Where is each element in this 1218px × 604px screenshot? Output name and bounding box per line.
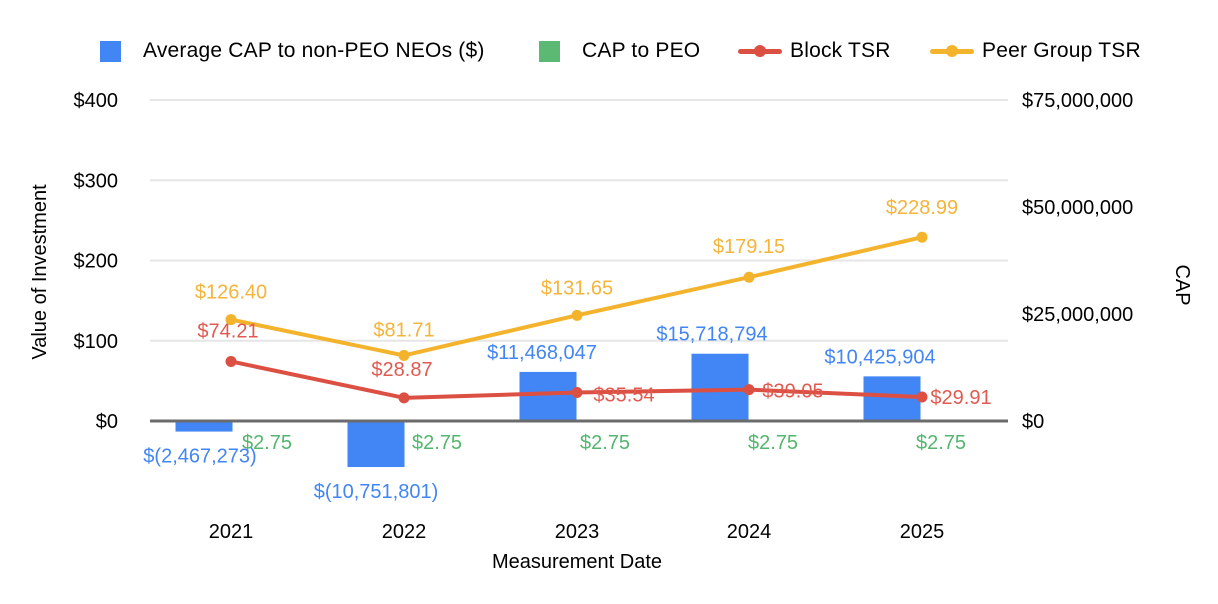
bar-2025[interactable] (863, 376, 921, 421)
data-label-cap-peo-2021: $2.75 (242, 432, 292, 454)
point-2021-peer-group-tsr[interactable] (225, 314, 237, 326)
right-axis-title: CAP (1171, 264, 1193, 305)
legend-label: Block TSR (790, 39, 891, 62)
legend-swatch-red-line-icon (738, 45, 782, 57)
legend-item-block-tsr[interactable]: Block TSR (738, 39, 891, 62)
point-2022-block-tsr[interactable] (398, 392, 410, 404)
x-axis-title: Measurement Date (492, 551, 662, 573)
legend-item-peer-group-tsr[interactable]: Peer Group TSR (930, 39, 1141, 62)
point-2025-block-tsr[interactable] (916, 391, 928, 403)
legend-item-average-cap-non-peo-neos[interactable]: Average CAP to non-PEO NEOs ($) (100, 39, 485, 62)
legend-label: Average CAP to non-PEO NEOs ($) (143, 39, 485, 62)
data-label-block-tsr-2021: $74.21 (197, 320, 258, 342)
bar-2023[interactable] (519, 371, 577, 421)
legend-red-dot-icon (754, 45, 766, 57)
x-tick-2024: 2024 (727, 521, 772, 543)
data-label-cap-nonpeo-2025: $10,425,904 (824, 346, 935, 368)
data-label-cap-peo-2025: $2.75 (916, 432, 966, 454)
data-label-block-tsr-2025: $29.91 (930, 387, 991, 409)
data-label-cap-nonpeo-2022: $(10,751,801) (314, 481, 439, 503)
data-label-block-tsr-2024: $39.05 (762, 381, 823, 403)
point-2024-peer-group-tsr[interactable] (743, 271, 755, 283)
left-axis-tick: $400 (74, 90, 119, 112)
bar-2021[interactable] (175, 421, 233, 432)
chart-legend: Average CAP to non-PEO NEOs ($) CAP to P… (0, 0, 1218, 80)
right-axis-tick: $25,000,000 (1022, 304, 1133, 326)
x-tick-2025: 2025 (900, 521, 945, 543)
legend-item-cap-to-peo[interactable]: CAP to PEO (539, 39, 701, 62)
point-2023-peer-group-tsr[interactable] (571, 309, 583, 321)
bar-2024[interactable] (691, 353, 749, 421)
data-label-cap-peo-2023: $2.75 (580, 432, 630, 454)
legend-swatch-green-square (539, 40, 560, 62)
left-axis-tick: $100 (74, 331, 119, 353)
legend-swatch-yellow-line-icon (930, 45, 974, 57)
data-label-peer-tsr-2025: $228.99 (886, 197, 958, 219)
x-tick-2022: 2022 (382, 521, 427, 543)
legend-label: Peer Group TSR (982, 39, 1141, 62)
data-label-cap-nonpeo-2021: $(2,467,273) (143, 446, 256, 468)
data-label-cap-nonpeo-2024: $15,718,794 (656, 324, 767, 346)
right-axis-tick: $0 (1022, 411, 1044, 433)
point-2024-block-tsr[interactable] (743, 384, 755, 396)
left-axis-title: Value of Investment (29, 184, 51, 360)
left-axis-tick: $200 (74, 251, 119, 273)
data-label-peer-tsr-2021: $126.40 (195, 282, 267, 304)
legend-swatch-blue-square (100, 40, 121, 62)
legend-yellow-dot-icon (946, 45, 958, 57)
point-2025-peer-group-tsr[interactable] (916, 231, 928, 243)
data-label-peer-tsr-2024: $179.15 (713, 236, 785, 258)
data-label-block-tsr-2022: $28.87 (371, 359, 432, 381)
data-label-cap-peo-2022: $2.75 (412, 432, 462, 454)
right-axis-tick: $50,000,000 (1022, 197, 1133, 219)
data-label-peer-tsr-2023: $131.65 (541, 277, 613, 299)
left-axis-tick: $300 (74, 170, 119, 192)
x-tick-2023: 2023 (555, 521, 600, 543)
right-axis-tick: $75,000,000 (1022, 90, 1133, 112)
legend-label: CAP to PEO (582, 39, 701, 62)
left-axis-tick: $0 (96, 411, 118, 433)
point-2022-peer-group-tsr[interactable] (398, 349, 410, 361)
bar-2022[interactable] (347, 421, 405, 468)
data-label-block-tsr-2023: $35.54 (593, 384, 654, 406)
point-2021-block-tsr[interactable] (225, 355, 237, 367)
data-label-cap-peo-2024: $2.75 (748, 432, 798, 454)
data-label-peer-tsr-2022: $81.71 (373, 319, 434, 341)
x-tick-2021: 2021 (209, 521, 254, 543)
point-2023-block-tsr[interactable] (571, 386, 583, 398)
data-label-cap-nonpeo-2023: $11,468,047 (487, 342, 597, 364)
